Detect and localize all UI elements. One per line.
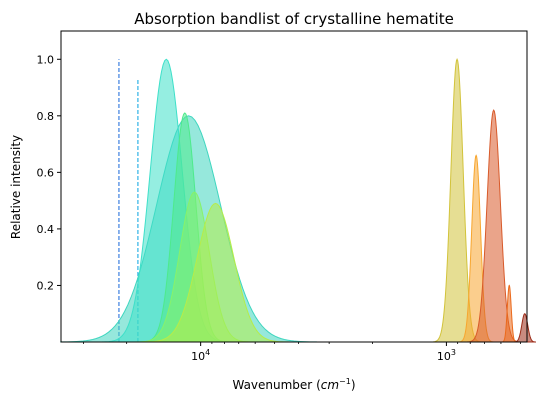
y-axis-label: Relative intensity (9, 135, 23, 239)
band-peak-11 (512, 313, 536, 343)
x-tick-label-1: 103 (437, 348, 456, 363)
x-axis-unit: cm (321, 378, 339, 392)
y-tick-label-3: 0.8 (37, 110, 55, 123)
x-axis: 104 103 (82, 342, 521, 363)
band-peak-10 (500, 284, 518, 343)
band-series (60, 58, 536, 343)
x-tick-label-0: 104 (191, 348, 210, 363)
y-tick-label-2: 0.6 (37, 166, 55, 179)
x-axis-label: Wavenumber (cm−1) (232, 377, 355, 392)
band-peak-6 (141, 202, 290, 343)
y-axis: 0.2 0.4 0.6 0.8 1.0 (37, 53, 61, 292)
y-tick-label-0: 0.2 (37, 279, 55, 292)
plot-frame (60, 30, 528, 343)
chart-title: Absorption bandlist of crystalline hemat… (134, 10, 454, 28)
x-axis-unit-exponent: −1 (339, 377, 351, 386)
x-axis-label-text: Wavenumber (232, 378, 312, 392)
y-tick-label-1: 0.4 (37, 223, 55, 236)
y-tick-label-4: 1.0 (37, 53, 55, 66)
